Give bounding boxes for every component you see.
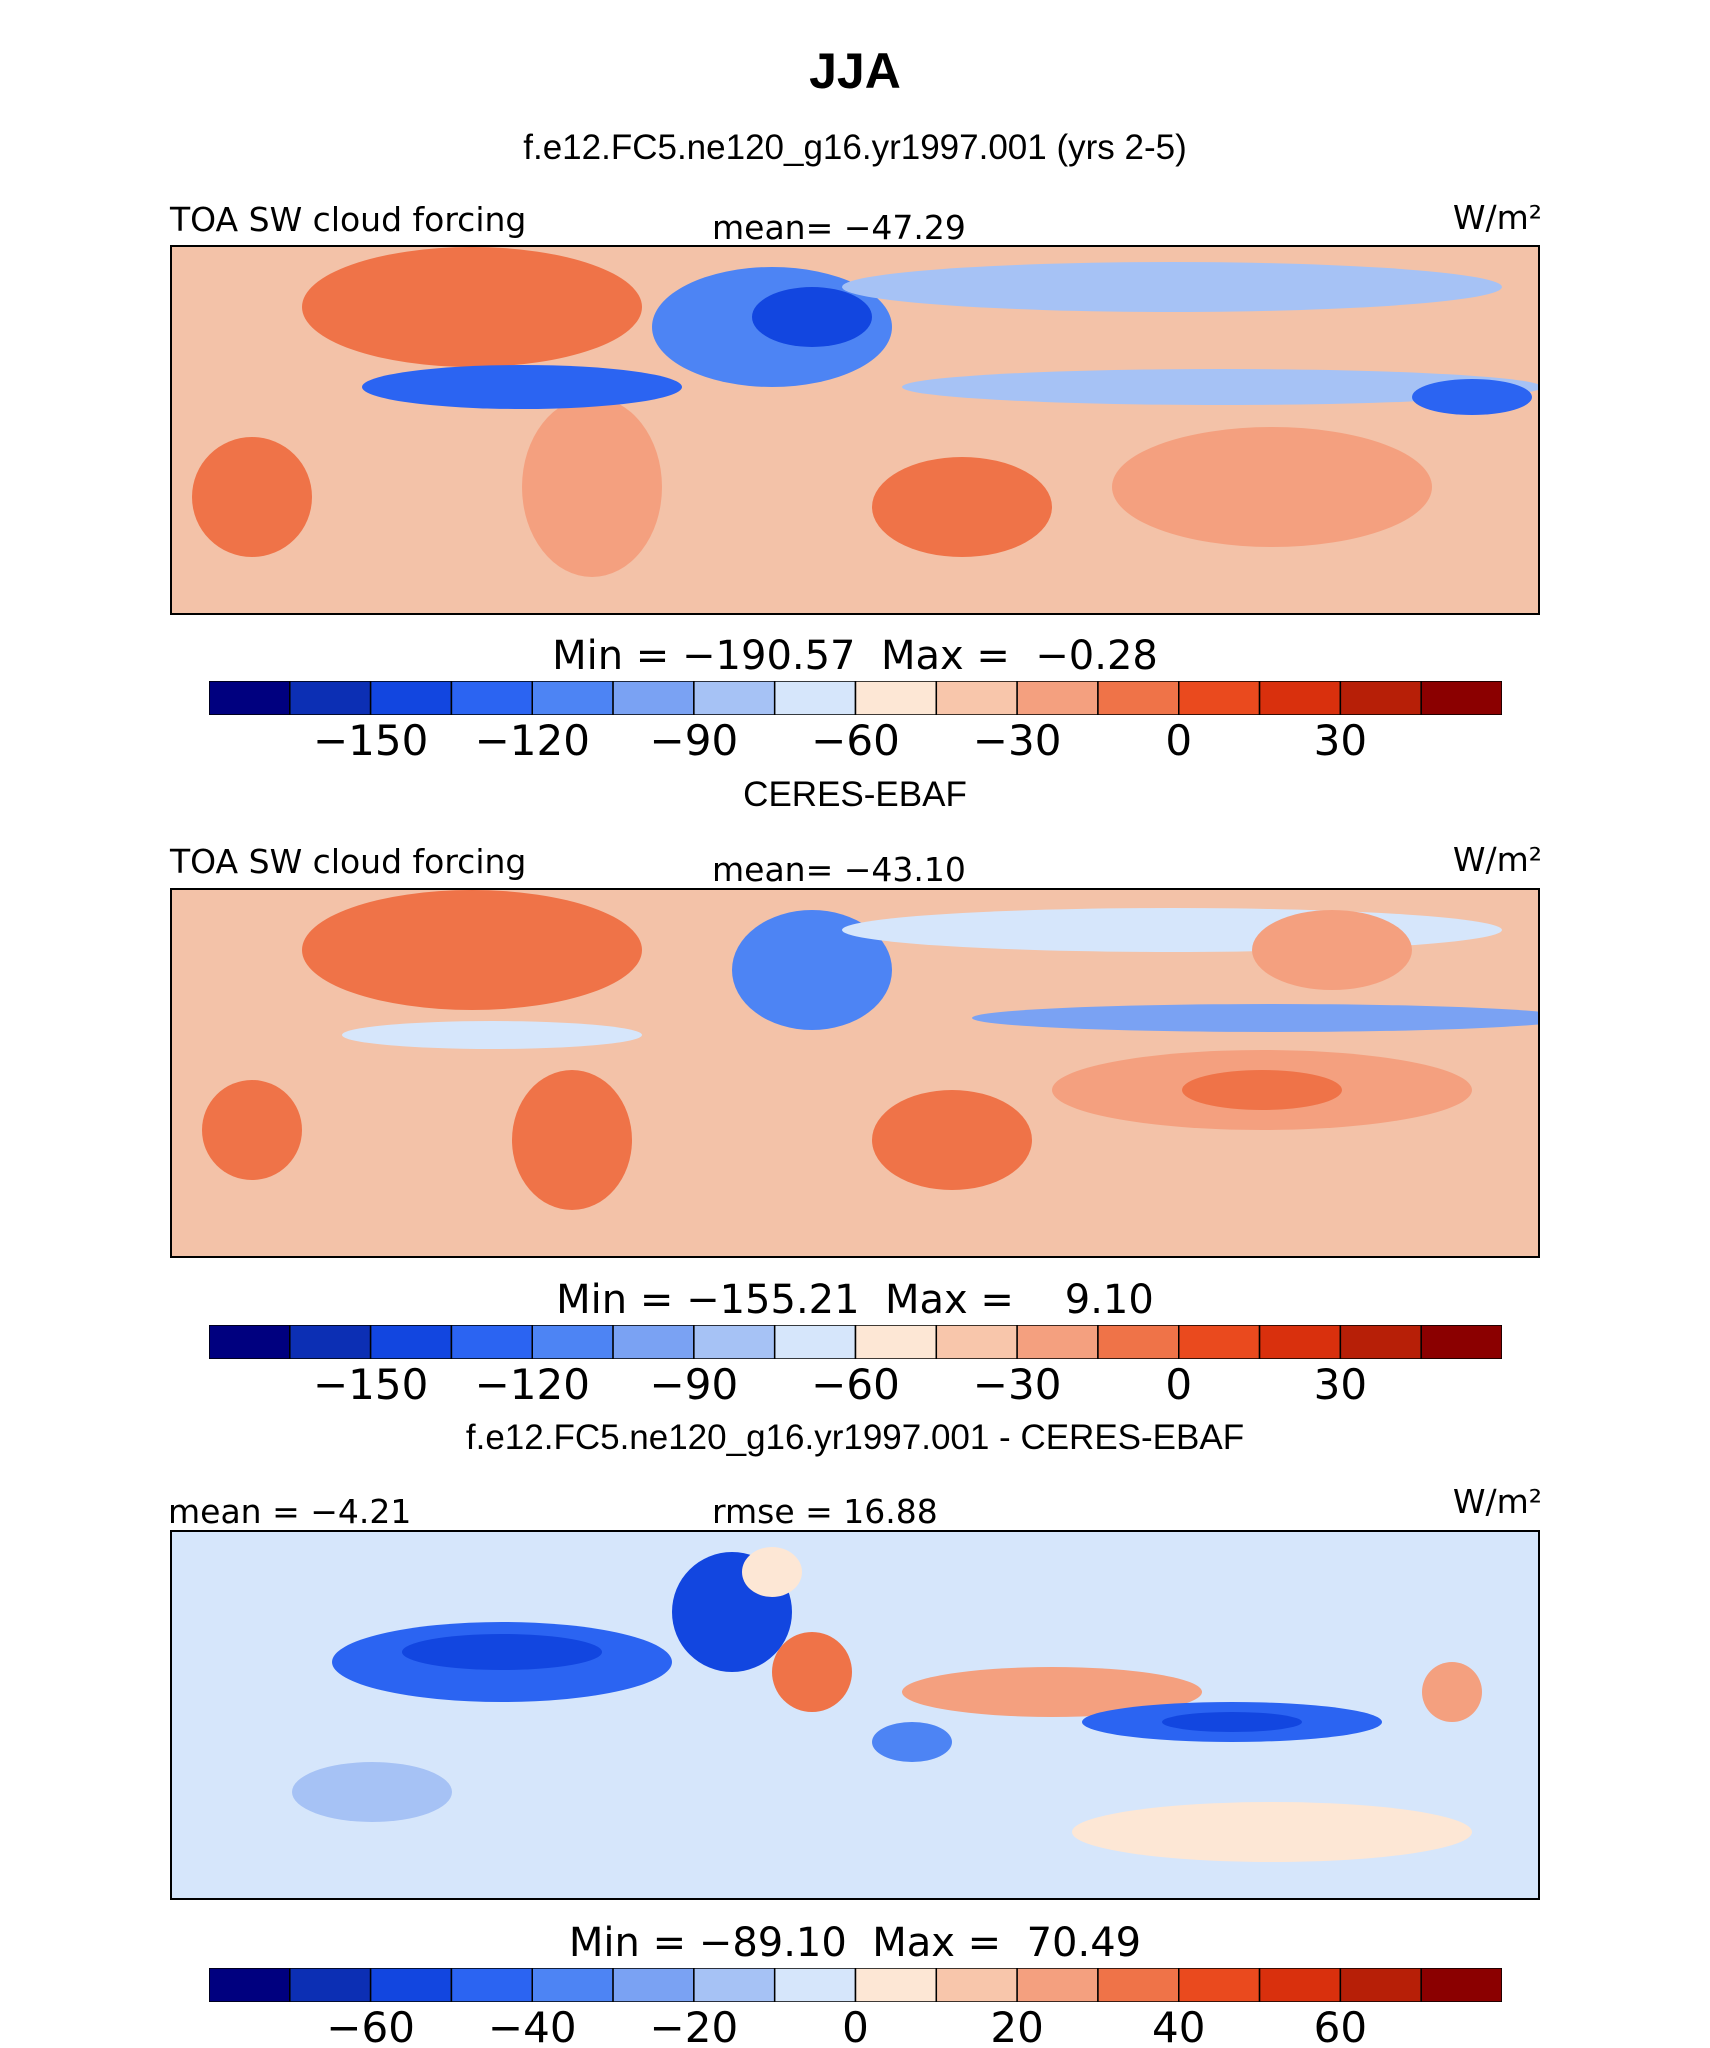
- panel-minmax: Min = −155.21 Max = 9.10: [556, 1277, 1154, 1323]
- colorbar-swatch: [773, 681, 857, 715]
- map-obs: [170, 888, 1540, 1258]
- colorbar-swatch: [773, 1968, 857, 2002]
- panel-units: W/m²: [1452, 1482, 1542, 1521]
- map-diff: [170, 1530, 1540, 1900]
- colorbar-tick-label: 0: [842, 2003, 869, 2048]
- colorbar-swatch: [209, 681, 291, 715]
- colorbar-swatch: [369, 1325, 453, 1359]
- colorbar-swatch: [209, 1968, 291, 2002]
- colorbar-swatch: [935, 681, 1018, 715]
- colorbar-swatch: [1097, 681, 1180, 715]
- panel-mean-label: mean = −4.21: [168, 1492, 412, 1531]
- colorbar-tick-label: 30: [1313, 1360, 1368, 1409]
- colorbar-swatch: [1420, 681, 1502, 715]
- colorbar-tick-label: 0: [1165, 716, 1193, 765]
- colorbar-ticks-model: −150 −120 −90 −60 −30 0 30: [209, 716, 1502, 766]
- colorbar-swatch: [612, 1325, 695, 1359]
- colorbar-swatch: [369, 681, 453, 715]
- colorbar-tick-label: −60: [811, 1360, 900, 1409]
- colorbar-swatch: [1016, 1325, 1099, 1359]
- colorbar-swatch: [1258, 1325, 1342, 1359]
- panel-title-diff: f.e12.FC5.ne120_g16.yr1997.001 - CERES-E…: [465, 1418, 1245, 1457]
- figure-title: JJA: [809, 43, 901, 99]
- colorbar-swatch: [1178, 1968, 1261, 2002]
- colorbar-tick-label: 40: [1152, 2003, 1206, 2048]
- panel-minmax: Min = −190.57 Max = −0.28: [552, 633, 1158, 679]
- colorbar-swatch: [693, 1968, 776, 2002]
- colorbar-swatch: [854, 1968, 938, 2002]
- colorbar-tick-label: −90: [649, 1360, 739, 1409]
- colorbar-swatch: [531, 1968, 614, 2002]
- colorbar-swatch: [450, 681, 533, 715]
- colorbar-swatch: [450, 1325, 533, 1359]
- colorbar-swatch: [612, 681, 695, 715]
- colorbar-obs: [209, 1325, 1502, 1359]
- colorbar-swatch: [1339, 1325, 1422, 1359]
- colorbar-tick-label: −60: [326, 2003, 415, 2048]
- colorbar-swatch: [854, 681, 938, 715]
- panel-minmax: Min = −89.10 Max = 70.49: [568, 1920, 1142, 1966]
- colorbar-swatch: [1097, 1968, 1180, 2002]
- colorbar-tick-label: −120: [474, 1360, 590, 1409]
- panel-left-label: TOA SW cloud forcing: [170, 200, 527, 239]
- colorbar-swatch: [854, 1325, 938, 1359]
- panel-mean-label: mean= −47.29: [712, 208, 966, 247]
- colorbar-tick-label: −20: [649, 2003, 739, 2048]
- colorbar-swatch: [450, 1968, 533, 2002]
- colorbar-swatch: [1097, 1325, 1180, 1359]
- colorbar-tick-label: −30: [972, 1360, 1062, 1409]
- colorbar-tick-label: −90: [649, 716, 739, 765]
- colorbar-tick-label: 20: [990, 2003, 1044, 2048]
- colorbar-swatch: [935, 1325, 1018, 1359]
- colorbar-swatch: [1339, 681, 1422, 715]
- colorbar-ticks-obs: −150 −120 −90 −60 −30 0 30: [209, 1360, 1502, 1410]
- colorbar-swatch: [1178, 1325, 1261, 1359]
- colorbar-swatch: [693, 1325, 776, 1359]
- colorbar-swatch: [773, 1325, 857, 1359]
- colorbar-tick-label: −30: [972, 716, 1062, 765]
- colorbar-tick-label: −120: [474, 716, 590, 765]
- colorbar-swatch: [289, 1325, 372, 1359]
- colorbar-diff: [209, 1968, 1502, 2002]
- colorbar-swatch: [693, 681, 776, 715]
- colorbar-model: [209, 681, 1502, 715]
- colorbar-swatch: [531, 681, 614, 715]
- colorbar-swatch: [1016, 1968, 1099, 2002]
- panel-title-model: f.e12.FC5.ne120_g16.yr1997.001 (yrs 2-5): [523, 128, 1187, 167]
- map-model: [170, 245, 1540, 615]
- colorbar-swatch: [1420, 1325, 1502, 1359]
- panel-left-label: TOA SW cloud forcing: [170, 842, 527, 881]
- colorbar-swatch: [531, 1325, 614, 1359]
- colorbar-swatch: [1258, 1968, 1342, 2002]
- colorbar-swatch: [1016, 681, 1099, 715]
- colorbar-swatch: [1178, 681, 1261, 715]
- colorbar-swatch: [612, 1968, 695, 2002]
- colorbar-tick-label: −60: [811, 716, 900, 765]
- panel-units: W/m²: [1452, 840, 1542, 879]
- colorbar-swatch: [1339, 1968, 1422, 2002]
- colorbar-swatch: [935, 1968, 1018, 2002]
- colorbar-swatch: [369, 1968, 453, 2002]
- colorbar-swatch: [1420, 1968, 1502, 2002]
- colorbar-swatch: [289, 1968, 372, 2002]
- colorbar-tick-label: 30: [1313, 716, 1368, 765]
- panel-title-obs: CERES-EBAF: [743, 775, 967, 814]
- colorbar-tick-label: −150: [312, 716, 429, 765]
- colorbar-swatch: [1258, 681, 1342, 715]
- colorbar-ticks-diff: −60 −40 −20 0 20 40 60: [209, 2003, 1502, 2048]
- panel-units: W/m²: [1452, 198, 1542, 237]
- colorbar-swatch: [289, 681, 372, 715]
- colorbar-tick-label: −40: [487, 2003, 577, 2048]
- colorbar-swatch: [209, 1325, 291, 1359]
- panel-mean-label: mean= −43.10: [712, 850, 966, 889]
- colorbar-tick-label: 60: [1313, 2003, 1368, 2048]
- panel-rmse-label: rmse = 16.88: [712, 1492, 938, 1531]
- colorbar-tick-label: −150: [312, 1360, 429, 1409]
- colorbar-tick-label: 0: [1165, 1360, 1193, 1409]
